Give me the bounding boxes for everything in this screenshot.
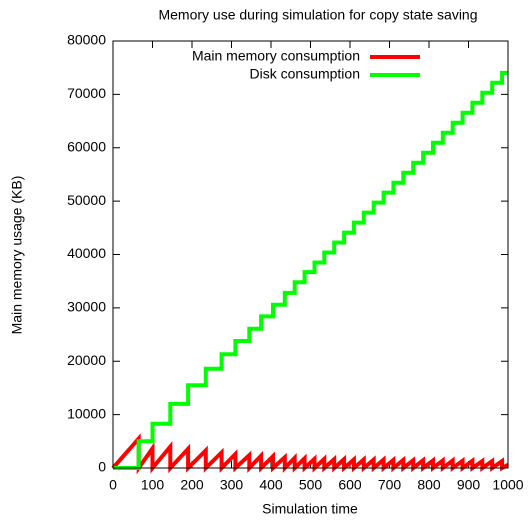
- x-tick-label: 100: [141, 477, 165, 493]
- chart-title: Memory use during simulation for copy st…: [158, 7, 477, 23]
- plot-border: [112, 40, 509, 469]
- y-tick-label: 70000: [67, 85, 106, 101]
- legend-label: Main memory consumption: [192, 48, 360, 64]
- y-tick-label: 30000: [67, 299, 106, 315]
- y-tick-label: 20000: [67, 352, 106, 368]
- data-line: [111, 433, 509, 475]
- legend-label: Disk consumption: [250, 66, 361, 82]
- y-axis-label: Main memory usage (KB): [9, 176, 25, 335]
- x-tick-label: 400: [259, 477, 283, 493]
- y-tick-label: 10000: [67, 405, 106, 421]
- y-tick-label: 50000: [67, 192, 106, 208]
- y-tick-label: 60000: [67, 138, 106, 154]
- x-tick-label: 700: [378, 477, 402, 493]
- x-tick-label: 300: [220, 477, 244, 493]
- x-tick-label: 500: [299, 477, 323, 493]
- x-tick-label: 200: [180, 477, 204, 493]
- x-tick-label: 800: [417, 477, 441, 493]
- y-tick-label: 0: [98, 459, 106, 475]
- y-tick-label: 40000: [67, 245, 106, 261]
- x-tick-label: 0: [109, 477, 117, 493]
- data-line: [113, 70, 508, 470]
- x-tick-label: 900: [457, 477, 481, 493]
- x-tick-label: 1000: [492, 477, 523, 493]
- y-tick-label: 80000: [67, 32, 106, 48]
- x-axis-label: Simulation time: [262, 501, 358, 517]
- x-tick-label: 600: [338, 477, 362, 493]
